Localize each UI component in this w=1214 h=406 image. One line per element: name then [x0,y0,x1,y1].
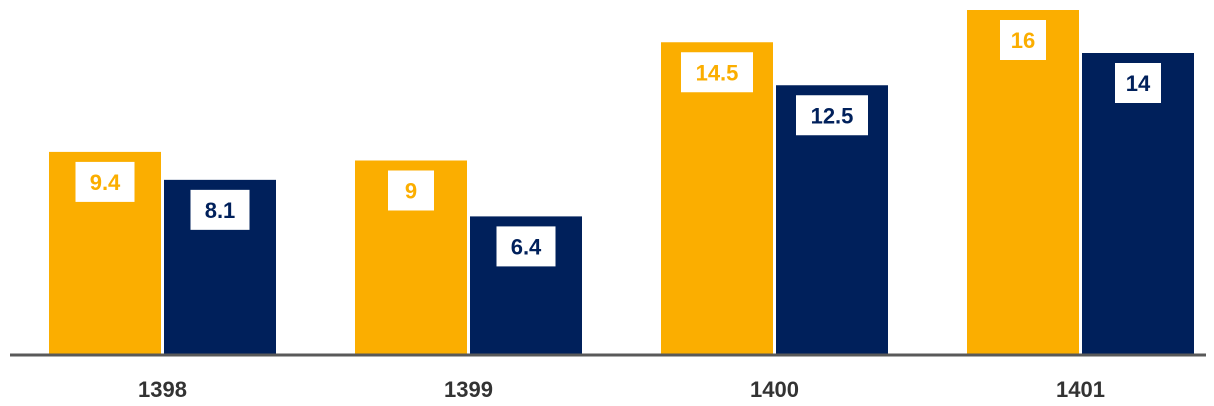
data-label-box-1400-s2 [796,95,868,136]
data-label-box-1400-s1 [681,52,753,93]
data-label-box-1399-s2 [496,226,556,267]
bar-1401-s1 [967,10,1079,354]
x-tick-label-1401: 1401 [1056,377,1105,402]
data-label-box-1398-s2 [190,189,250,230]
data-label-box-1401-s1 [1000,20,1046,60]
bars-layer [49,10,1194,354]
data-label-1399-s1: 9 [405,179,417,204]
data-label-box-1399-s1 [388,170,434,211]
data-label-1398-s2: 8.1 [205,198,236,223]
data-label-1400-s1: 14.5 [696,60,739,85]
data-label-1401-s2: 14 [1126,71,1151,96]
x-tick-labels: 1398 1399 1400 1401 [138,377,1105,402]
x-tick-label-1400: 1400 [750,377,799,402]
data-label-box-1401-s2 [1115,63,1161,103]
data-label-box-1398-s1 [75,161,135,202]
data-labels-layer: 9.4 8.1 9 6.4 14.5 12.5 16 14 [75,20,1161,267]
data-label-1400-s2: 12.5 [811,103,854,128]
x-tick-label-1399: 1399 [444,377,493,402]
data-label-1399-s2: 6.4 [511,234,542,259]
bar-1401-s2 [1082,53,1194,354]
bar-1400-s1 [661,42,773,354]
data-label-1398-s1: 9.4 [90,170,121,195]
data-label-1401-s1: 16 [1011,28,1035,53]
x-tick-label-1398: 1398 [138,377,187,402]
